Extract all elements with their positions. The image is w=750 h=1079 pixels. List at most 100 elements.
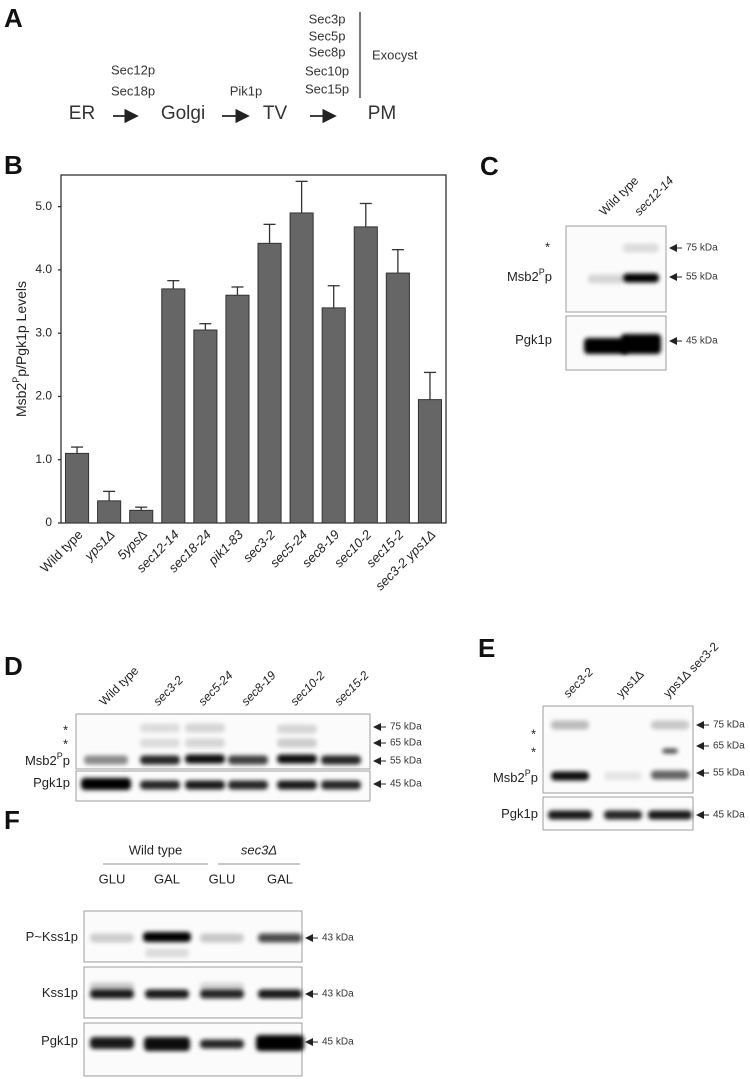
x-tick-label: Wild type: [37, 527, 85, 575]
error-bar: [231, 286, 244, 296]
label-part: Msb2: [13, 383, 29, 417]
label-part: Pgk1p: [41, 1033, 78, 1048]
band: [81, 778, 131, 790]
y-tick-label: 0: [45, 515, 52, 529]
lane-group: Wild type: [129, 842, 182, 857]
panel-label: C: [480, 151, 499, 181]
row-label: Pgk1p: [33, 775, 70, 790]
lane-label: sec3-2: [560, 665, 596, 701]
blot-panel: [565, 225, 667, 313]
band: [277, 738, 317, 748]
label-part: Kss1p: [42, 985, 78, 1000]
bar: [193, 329, 218, 524]
star: *: [531, 744, 536, 759]
error-bar: [295, 180, 308, 213]
bar: [129, 509, 154, 524]
band: [623, 243, 659, 253]
superscript: P: [11, 377, 21, 383]
plot-frame: [60, 174, 447, 524]
protein: Sec18p: [111, 83, 155, 98]
row-label: Msb2Pp: [507, 267, 552, 284]
bar: [257, 242, 282, 524]
bar: [97, 500, 122, 524]
band: [145, 989, 189, 999]
error-bar: [359, 202, 372, 227]
bar: [353, 226, 378, 524]
band: [200, 982, 244, 992]
bar: [417, 399, 443, 524]
lane-label: yps1∆ sec3-2: [660, 639, 721, 700]
size-marker: 43 kDa: [322, 933, 354, 944]
band: [277, 754, 317, 764]
protein: Sec3p: [309, 11, 346, 26]
y-tick-label: 5.0: [35, 199, 52, 213]
y-tick-label: 4.0: [35, 262, 52, 276]
bar: [64, 452, 90, 524]
panel-label: F: [4, 805, 20, 835]
band: [228, 755, 268, 765]
band: [584, 338, 628, 354]
band: [277, 724, 317, 734]
protein: Sec8p: [309, 44, 346, 59]
node: TV: [263, 103, 288, 124]
lane-label: GLU: [209, 871, 236, 886]
superscript: P: [525, 768, 531, 778]
star: *: [545, 239, 550, 254]
band: [648, 810, 692, 820]
size-marker: 55 kDa: [390, 756, 422, 767]
band: [623, 273, 659, 283]
label-part: Pgk1p: [515, 332, 552, 347]
size-marker: 45 kDa: [686, 336, 718, 347]
band: [90, 1037, 134, 1049]
band: [551, 720, 589, 730]
lane-label: Wild type: [96, 663, 141, 708]
band: [588, 274, 624, 284]
row-label: Pgk1p: [41, 1033, 78, 1048]
protein: Pik1p: [230, 83, 263, 98]
error-bar: [423, 371, 436, 400]
size-marker: 75 kDa: [686, 243, 718, 254]
band: [200, 989, 244, 999]
row-label: Msb2Pp: [493, 768, 538, 785]
band: [140, 723, 180, 733]
lane-label: yps1∆: [613, 667, 646, 700]
y-tick-label: 2.0: [35, 389, 52, 403]
band: [140, 780, 180, 790]
lane-label: GAL: [154, 871, 180, 886]
label-part: Pgk1p: [501, 806, 538, 821]
band: [604, 771, 642, 781]
band: [185, 754, 225, 764]
lane-label: sec15-2: [331, 668, 371, 708]
superscript: P: [57, 751, 63, 761]
star: *: [63, 722, 68, 737]
band: [84, 755, 128, 765]
band: [144, 1037, 190, 1051]
row-label: Pgk1p: [501, 806, 538, 821]
band: [651, 720, 689, 730]
band: [256, 1035, 304, 1051]
band: [277, 780, 317, 790]
row-label: Kss1p: [42, 985, 78, 1000]
band: [258, 933, 302, 943]
error-bar: [391, 249, 404, 274]
band: [140, 755, 180, 765]
band: [185, 723, 225, 733]
size-marker: 43 kDa: [322, 989, 354, 1000]
size-marker: 65 kDa: [713, 741, 745, 752]
y-axis-label: Msb2Pp/Pgk1p Levels: [11, 281, 28, 417]
row-label: Pgk1p: [515, 332, 552, 347]
error-bar: [199, 323, 212, 331]
error-bar: [135, 506, 148, 511]
band: [90, 989, 134, 999]
protein: Sec10p: [305, 63, 349, 78]
size-marker: 55 kDa: [686, 272, 718, 283]
size-marker: 45 kDa: [322, 1037, 354, 1048]
lane-label: sec5-24: [195, 668, 235, 708]
label-part: p/Pgk1p Levels: [13, 281, 29, 377]
band: [200, 1039, 244, 1049]
label-part: Pgk1p: [33, 775, 70, 790]
lane-label: GLU: [99, 871, 126, 886]
band: [662, 748, 678, 754]
label-part: Msb2: [25, 753, 57, 768]
